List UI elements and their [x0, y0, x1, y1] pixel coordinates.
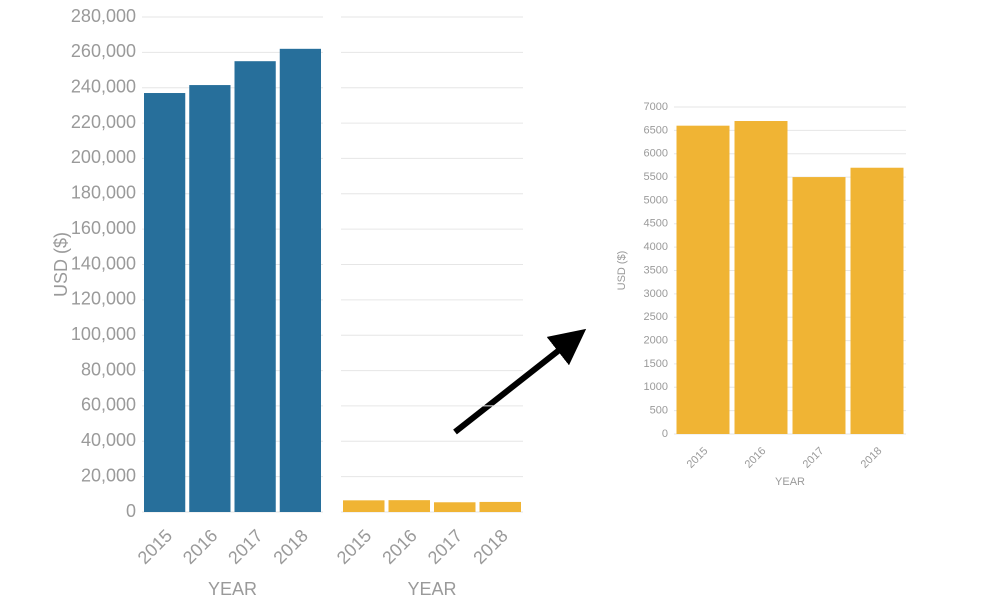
bar [479, 501, 521, 512]
y-tick-label: 2000 [644, 334, 668, 346]
y-tick-label: 0 [126, 501, 136, 521]
arrow [453, 328, 587, 435]
x-tick-label: 2018 [859, 445, 885, 471]
bar [734, 121, 788, 434]
x-axis-label: YEAR [407, 579, 456, 599]
y-tick-label: 260,000 [71, 41, 136, 61]
x-tick-label: 2015 [134, 525, 176, 567]
y-tick-label: 160,000 [71, 218, 136, 238]
y-tick-label: 220,000 [71, 112, 136, 132]
bar [434, 502, 476, 512]
y-tick-label: 200,000 [71, 147, 136, 167]
bar [792, 177, 846, 435]
y-tick-label: 4500 [644, 218, 668, 230]
x-tick-label: 2016 [743, 445, 769, 471]
bar [388, 500, 430, 512]
x-tick-label: 2017 [424, 525, 466, 567]
y-tick-label: 180,000 [71, 183, 136, 203]
y-tick-label: 20,000 [81, 465, 136, 485]
x-axis-label: YEAR [208, 579, 257, 599]
y-tick-label: 5000 [644, 194, 668, 206]
bar [343, 500, 385, 512]
bar [676, 125, 730, 434]
y-tick-label: 0 [662, 428, 668, 440]
y-tick-label: 240,000 [71, 76, 136, 96]
x-tick-label: 2017 [224, 525, 266, 567]
y-tick-label: 80,000 [81, 359, 136, 379]
y-tick-label: 140,000 [71, 253, 136, 273]
y-tick-label: 6500 [644, 124, 668, 136]
y-tick-label: 1000 [644, 381, 668, 393]
y-tick-label: 40,000 [81, 430, 136, 450]
y-tick-label: 60,000 [81, 395, 136, 415]
y-tick-label: 6000 [644, 148, 668, 160]
x-tick-label: 2017 [801, 445, 827, 471]
y-tick-label: 120,000 [71, 289, 136, 309]
y-tick-label: 3000 [644, 288, 668, 300]
y-tick-label: 2500 [644, 311, 668, 323]
bar [279, 48, 321, 512]
bar [144, 93, 186, 513]
y-axis-label: USD ($) [616, 251, 628, 291]
x-tick-label: 2016 [179, 525, 221, 567]
y-tick-label: 7000 [644, 101, 668, 113]
y-tick-label: 1500 [644, 358, 668, 370]
y-tick-label: 100,000 [71, 324, 136, 344]
bar [189, 85, 231, 512]
y-tick-label: 4000 [644, 241, 668, 253]
y-tick-label: 500 [650, 405, 668, 417]
y-axis-label: USD ($) [51, 232, 71, 297]
x-tick-label: 2015 [333, 525, 375, 567]
x-axis-label: YEAR [775, 476, 805, 488]
y-tick-label: 5500 [644, 171, 668, 183]
x-tick-label: 2018 [469, 525, 511, 567]
bar [850, 167, 904, 434]
x-tick-label: 2015 [685, 445, 711, 471]
bar [234, 61, 276, 512]
y-tick-label: 3500 [644, 264, 668, 276]
x-tick-label: 2018 [270, 525, 312, 567]
y-tick-label: 280,000 [71, 6, 136, 26]
x-tick-label: 2016 [378, 525, 420, 567]
